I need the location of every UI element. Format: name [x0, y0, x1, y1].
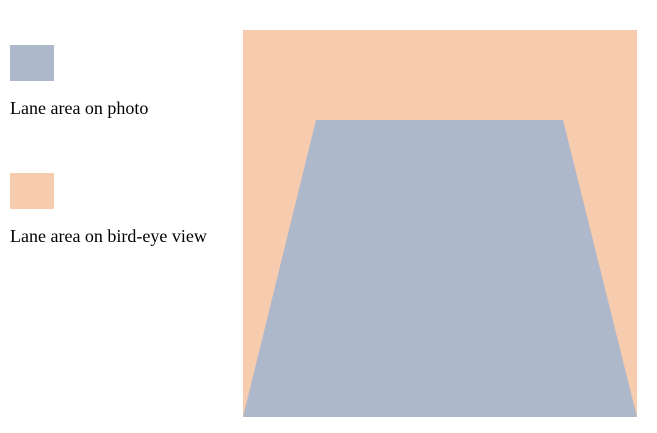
- legend-item-birdeye: Lane area on bird-eye view: [10, 173, 207, 247]
- lane-diagram-canvas: [243, 30, 637, 417]
- legend-swatch-photo: [10, 45, 54, 81]
- photo-lane-area: [243, 120, 637, 417]
- legend-label-photo: Lane area on photo: [10, 98, 149, 118]
- legend-item-photo: Lane area on photo: [10, 45, 148, 119]
- legend-swatch-birdeye: [10, 173, 54, 209]
- lane-diagram: [243, 30, 637, 417]
- legend-label-birdeye: Lane area on bird-eye view: [10, 226, 207, 246]
